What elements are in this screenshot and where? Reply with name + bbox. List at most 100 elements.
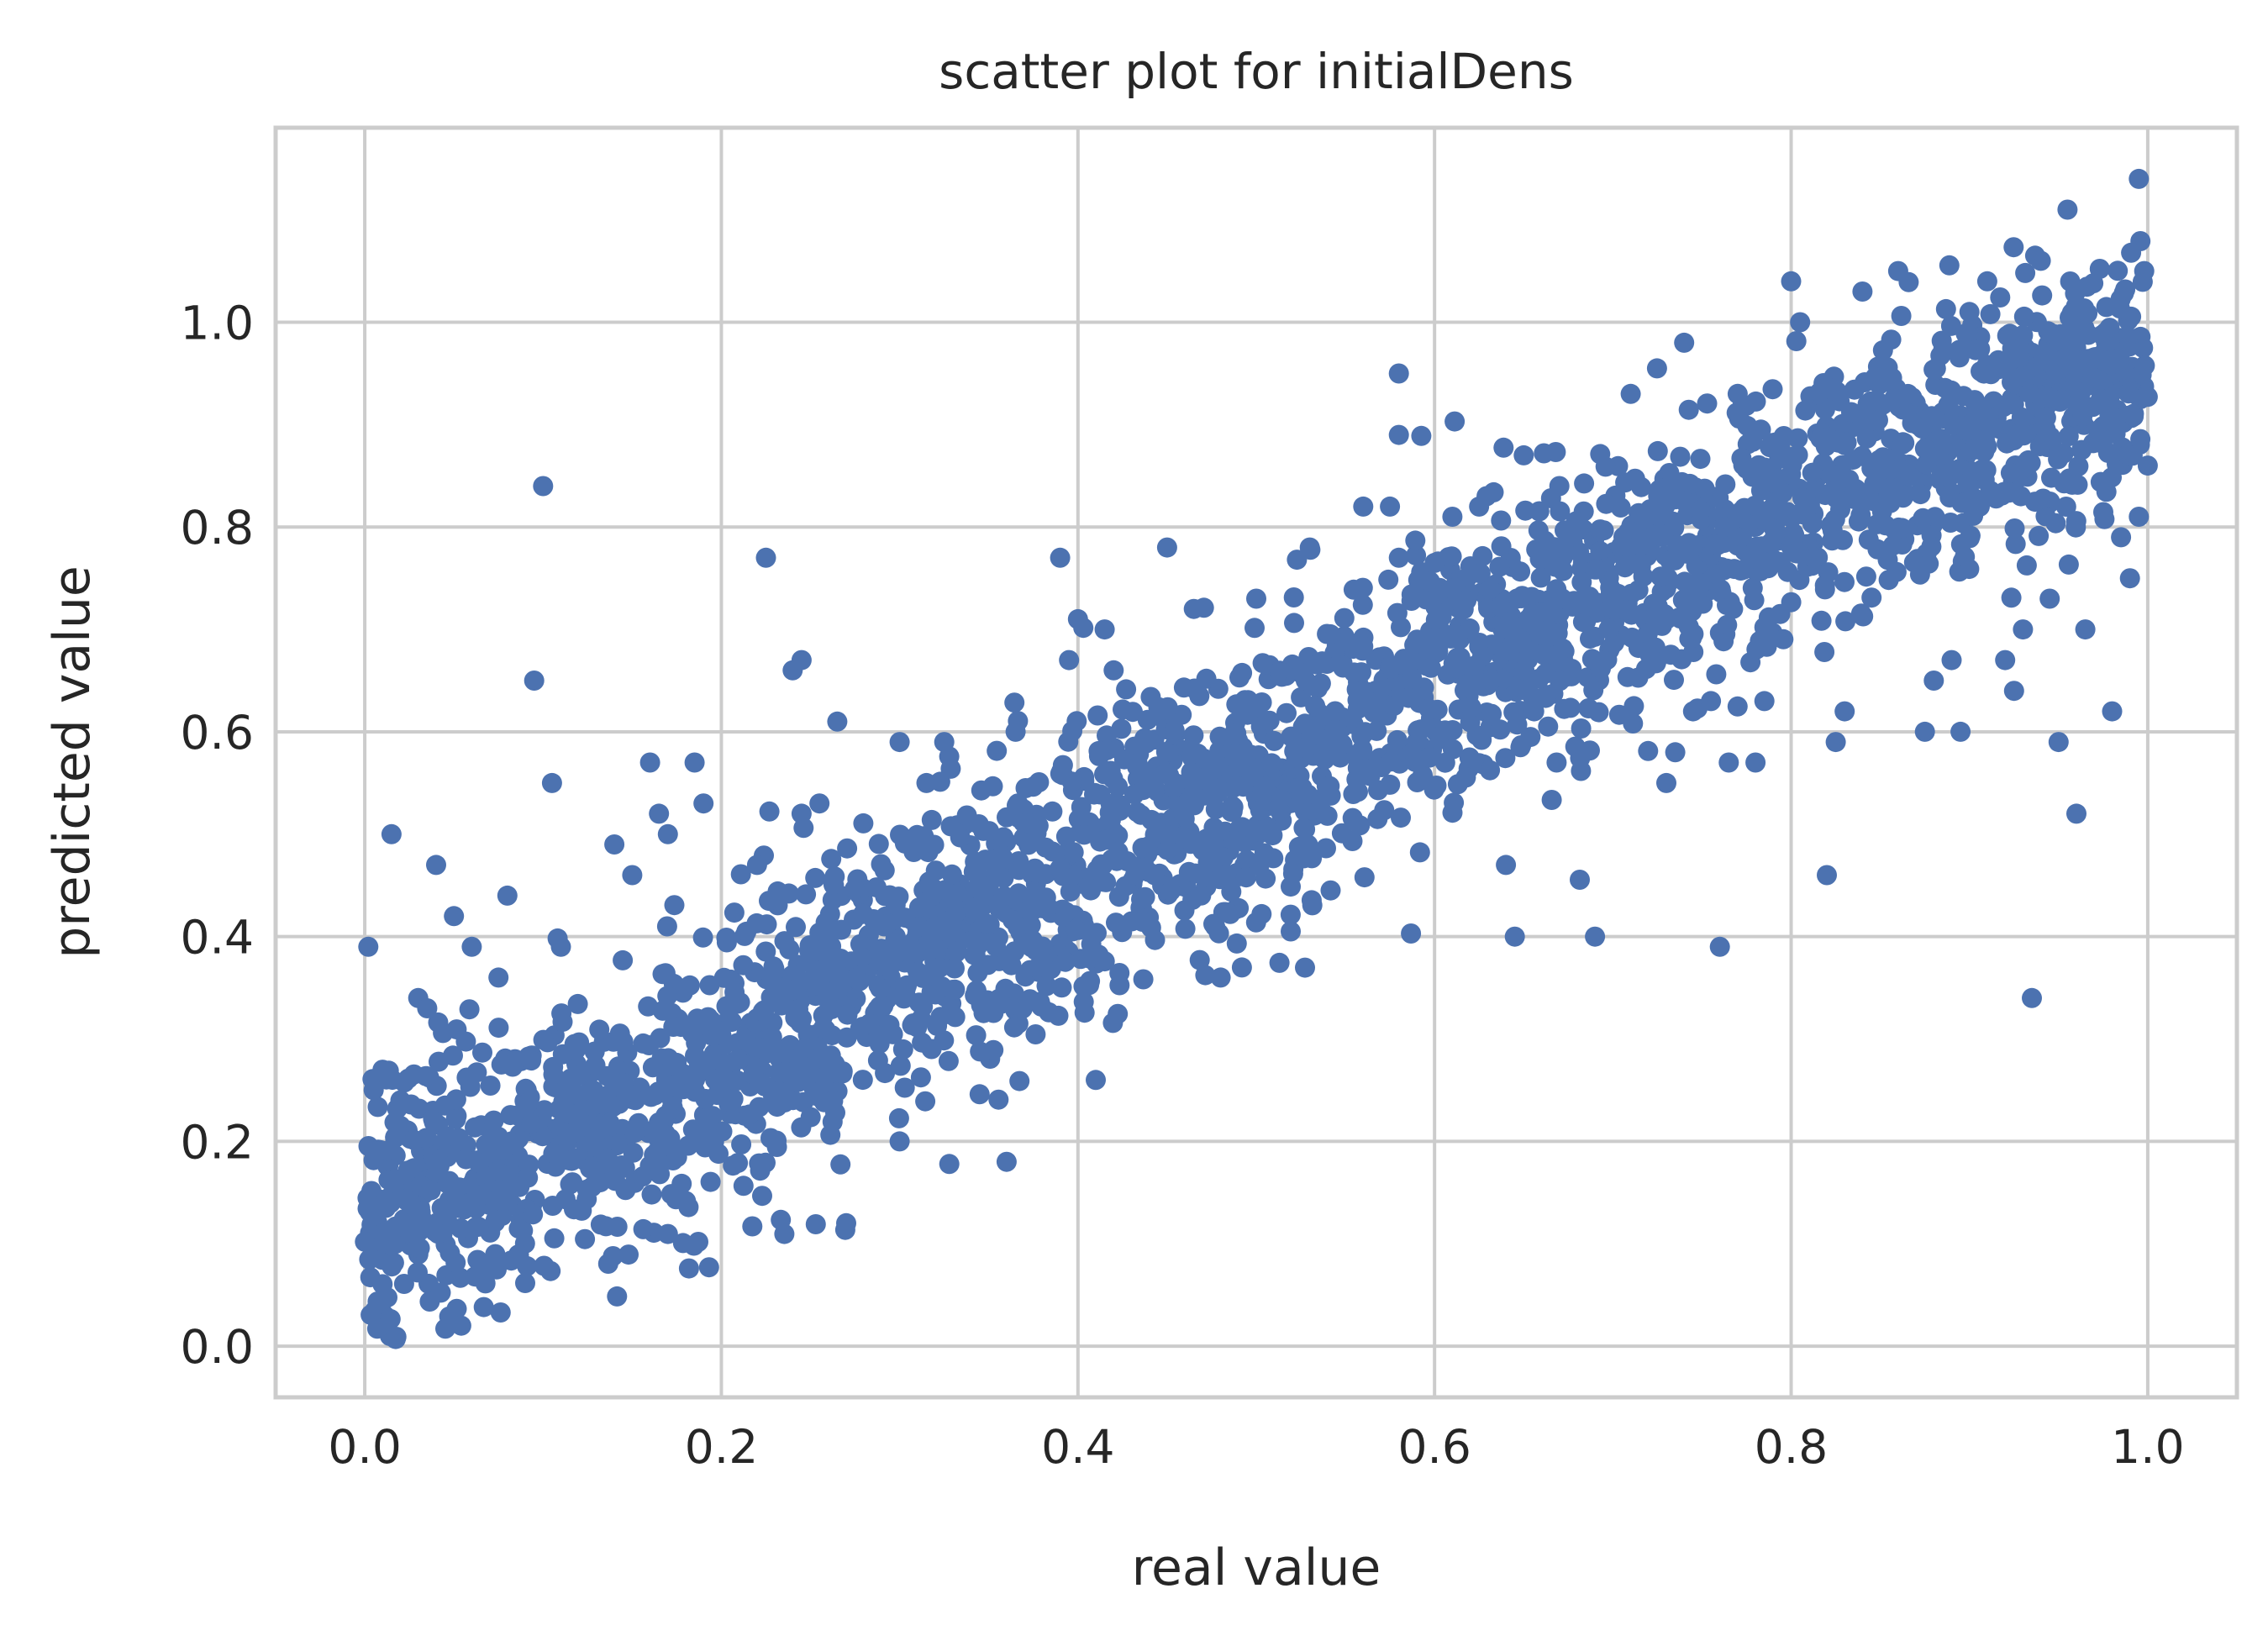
scatter-point bbox=[1301, 890, 1322, 911]
scatter-point bbox=[2029, 525, 2050, 546]
scatter-point bbox=[1191, 885, 1212, 906]
scatter-point bbox=[508, 1218, 529, 1239]
scatter-point bbox=[1155, 741, 1176, 762]
scatter-point bbox=[2035, 506, 2056, 527]
scatter-point bbox=[500, 1105, 521, 1126]
scatter-point bbox=[1493, 437, 1514, 458]
scatter-point bbox=[618, 1244, 639, 1265]
scatter-point bbox=[1664, 670, 1684, 691]
scatter-point bbox=[1980, 303, 2001, 324]
scatter-point bbox=[2092, 370, 2113, 391]
scatter-point bbox=[1209, 869, 1230, 890]
scatter-point bbox=[1782, 446, 1803, 467]
scatter-point bbox=[501, 1055, 522, 1076]
scatter-point bbox=[1183, 598, 1204, 619]
scatter-point bbox=[916, 772, 937, 793]
scatter-point bbox=[1314, 749, 1335, 770]
scatter-point bbox=[837, 838, 858, 859]
scatter-point bbox=[939, 1154, 960, 1175]
scatter-point bbox=[1035, 837, 1056, 858]
scatter-point bbox=[867, 1050, 888, 1071]
scatter-point bbox=[1388, 547, 1409, 568]
scatter-point bbox=[569, 1032, 590, 1053]
scatter-point bbox=[1320, 880, 1341, 901]
scatter-point bbox=[2008, 347, 2029, 368]
scatter-point bbox=[509, 1176, 530, 1197]
scatter-point bbox=[563, 1122, 584, 1143]
scatter-point bbox=[888, 1107, 909, 1128]
scatter-point bbox=[1633, 566, 1654, 587]
scatter-point bbox=[1814, 579, 1835, 600]
scatter-point bbox=[1245, 912, 1266, 933]
scatter-point bbox=[671, 1173, 692, 1194]
scatter-point bbox=[1219, 903, 1240, 924]
scatter-point bbox=[433, 1199, 454, 1220]
scatter-point bbox=[1027, 958, 1047, 979]
scatter-point bbox=[501, 1133, 522, 1154]
scatter-point bbox=[2137, 455, 2158, 476]
scatter-point bbox=[724, 902, 745, 923]
scatter-point bbox=[1269, 952, 1290, 973]
scatter-point bbox=[2050, 389, 2071, 410]
scatter-point bbox=[430, 1282, 451, 1303]
scatter-point bbox=[2121, 242, 2142, 263]
scatter-point bbox=[1706, 564, 1726, 584]
scatter-point bbox=[1833, 529, 1853, 550]
scatter-point bbox=[1571, 571, 1592, 592]
scatter-point bbox=[1371, 676, 1392, 697]
scatter-point bbox=[1447, 590, 1468, 611]
scatter-point bbox=[381, 823, 402, 844]
scatter-point bbox=[1060, 881, 1081, 902]
scatter-point bbox=[1073, 991, 1094, 1012]
y-tick-label: 0.4 bbox=[181, 911, 254, 965]
scatter-point bbox=[589, 1019, 610, 1040]
scatter-point bbox=[1760, 533, 1781, 554]
scatter-point bbox=[1234, 690, 1255, 711]
scatter-point bbox=[490, 1302, 511, 1323]
scatter-point bbox=[1225, 744, 1246, 765]
x-tick-label: 0.4 bbox=[1041, 1420, 1114, 1474]
scatter-point bbox=[397, 1160, 418, 1181]
scatter-point bbox=[1025, 862, 1046, 883]
scatter-point bbox=[1690, 449, 1711, 470]
scatter-point bbox=[1623, 696, 1644, 717]
scatter-point bbox=[1178, 829, 1199, 850]
scatter-point bbox=[1444, 792, 1465, 813]
scatter-point bbox=[445, 1089, 466, 1110]
scatter-point bbox=[2030, 250, 2051, 271]
scatter-point bbox=[1005, 721, 1026, 742]
scatter-point bbox=[1935, 298, 1956, 319]
scatter-point bbox=[1571, 718, 1592, 739]
scatter-point bbox=[672, 1233, 693, 1254]
scatter-point bbox=[749, 1097, 770, 1118]
scatter-point bbox=[692, 927, 713, 948]
scatter-point bbox=[446, 1298, 467, 1319]
scatter-point bbox=[774, 1223, 795, 1244]
scatter-point bbox=[1940, 513, 1961, 533]
scatter-point bbox=[1950, 721, 1971, 742]
scatter-point bbox=[1284, 613, 1304, 634]
scatter-point bbox=[1834, 571, 1855, 592]
scatter-point bbox=[633, 1033, 654, 1054]
scatter-point bbox=[1025, 1024, 1046, 1044]
scatter-point bbox=[1391, 617, 1411, 638]
scatter-point bbox=[1598, 618, 1619, 639]
x-tick-label: 0.2 bbox=[685, 1420, 758, 1474]
scatter-point bbox=[684, 752, 705, 773]
scatter-point bbox=[760, 986, 781, 1007]
scatter-point bbox=[1209, 726, 1230, 747]
scatter-point bbox=[1962, 461, 1983, 482]
scatter-point bbox=[1116, 679, 1137, 700]
scatter-point bbox=[2033, 488, 2054, 509]
scatter-point bbox=[1580, 629, 1600, 650]
y-tick-label: 1.0 bbox=[181, 297, 254, 350]
scatter-point bbox=[1132, 838, 1153, 858]
scatter-point bbox=[1555, 520, 1575, 541]
scatter-point bbox=[1259, 710, 1280, 731]
scatter-point bbox=[1939, 255, 1960, 276]
scatter-point bbox=[1071, 797, 1092, 818]
scatter-point bbox=[408, 1237, 429, 1258]
scatter-point bbox=[605, 1170, 626, 1191]
scatter-point bbox=[2035, 408, 2056, 429]
scatter-point bbox=[1059, 650, 1080, 671]
